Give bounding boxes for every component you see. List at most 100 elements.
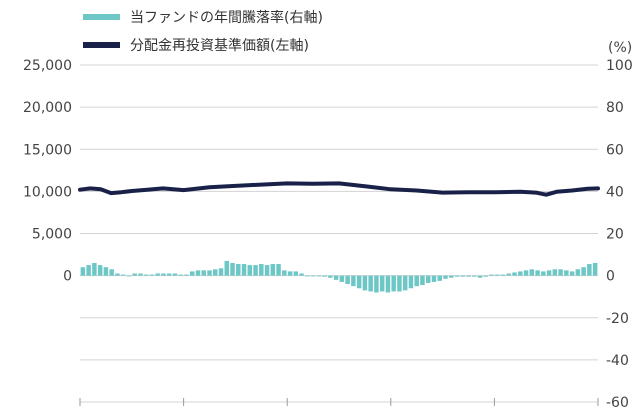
bar — [172, 273, 178, 276]
bar — [115, 273, 120, 276]
bar — [161, 273, 166, 276]
bar — [322, 275, 327, 277]
bar — [552, 269, 558, 276]
bar — [195, 270, 201, 276]
bar — [362, 275, 368, 291]
bar — [270, 264, 276, 276]
bar — [546, 270, 552, 276]
bar — [587, 264, 592, 276]
right-tick-label: -60 — [606, 395, 629, 407]
right-tick-label: 40 — [606, 184, 624, 200]
legend: 当ファンドの年間騰落率(右軸) 分配金再投資基準価額(左軸) — [83, 9, 323, 54]
bar — [299, 273, 304, 276]
bar-series — [80, 260, 598, 293]
bar — [333, 275, 339, 280]
bar — [213, 269, 218, 276]
bar — [356, 275, 362, 289]
bar — [391, 275, 396, 292]
bar — [189, 271, 195, 276]
bar — [379, 275, 385, 292]
bar — [316, 275, 322, 277]
bar — [126, 275, 132, 277]
bar — [529, 269, 535, 276]
right-tick-label: 60 — [606, 142, 624, 158]
bar — [466, 275, 471, 277]
bar — [437, 275, 442, 281]
bar — [184, 274, 189, 276]
left-tick-label: 15,000 — [23, 142, 72, 158]
bar — [155, 273, 160, 276]
bar — [506, 273, 512, 276]
bar — [518, 271, 523, 276]
bar — [385, 275, 391, 293]
left-tick-label: 0 — [63, 269, 72, 285]
right-tick-label: -40 — [606, 353, 629, 369]
bar — [448, 275, 454, 278]
bar — [207, 270, 212, 276]
bar — [564, 270, 569, 276]
bar — [368, 275, 373, 292]
bar — [472, 275, 477, 277]
bar — [166, 273, 172, 276]
bar — [460, 275, 465, 277]
bar — [523, 270, 529, 276]
line-series — [78, 181, 600, 197]
bar — [535, 270, 540, 276]
bar — [259, 264, 264, 276]
bar — [120, 274, 126, 276]
bar — [305, 275, 310, 277]
bar — [345, 275, 350, 285]
bar — [224, 260, 230, 276]
bar — [581, 267, 586, 276]
bar — [97, 265, 103, 276]
bar — [408, 275, 414, 289]
bar — [276, 264, 281, 276]
gridlines — [80, 64, 598, 403]
bar — [477, 275, 483, 278]
bar — [351, 275, 356, 287]
bar — [201, 270, 206, 276]
right-tick-label: 100 — [606, 58, 633, 74]
bar — [293, 271, 299, 276]
left-tick-label: 10,000 — [23, 184, 72, 200]
bar — [287, 271, 293, 276]
bar — [483, 275, 489, 277]
bar — [92, 262, 97, 276]
bar — [575, 269, 581, 276]
bar — [103, 267, 109, 276]
bar — [253, 265, 258, 276]
left-axis-ticks: 25,000 20,000 15,000 10,000 5,000 0 — [23, 58, 72, 285]
bar — [374, 275, 379, 293]
bar — [109, 269, 114, 276]
bar — [512, 272, 517, 276]
bar — [310, 275, 316, 277]
left-tick-label: 25,000 — [23, 58, 72, 74]
bar — [282, 270, 287, 276]
bar — [247, 265, 253, 276]
bar — [230, 262, 235, 276]
bar — [241, 264, 247, 276]
bar — [420, 275, 425, 286]
right-axis-unit-label: (%) — [608, 40, 632, 56]
bar — [592, 262, 598, 276]
bar — [218, 268, 224, 276]
bar — [443, 275, 448, 279]
bar — [86, 265, 91, 276]
bar — [558, 269, 563, 276]
legend-label-line: 分配金再投資基準価額(左軸) — [130, 37, 309, 54]
bar — [339, 275, 345, 282]
x-axis-ticks — [79, 398, 599, 406]
bar — [328, 275, 333, 278]
bar — [149, 274, 155, 276]
legend-label-bars: 当ファンドの年間騰落率(右軸) — [130, 9, 323, 26]
left-tick-label: 20,000 — [23, 100, 72, 116]
left-tick-label: 5,000 — [32, 227, 72, 243]
right-tick-label: 0 — [606, 269, 615, 285]
bar — [569, 271, 575, 276]
bar — [541, 271, 546, 276]
right-tick-label: 80 — [606, 100, 624, 116]
bar — [397, 275, 402, 292]
bar — [414, 275, 419, 287]
bar — [425, 275, 431, 283]
